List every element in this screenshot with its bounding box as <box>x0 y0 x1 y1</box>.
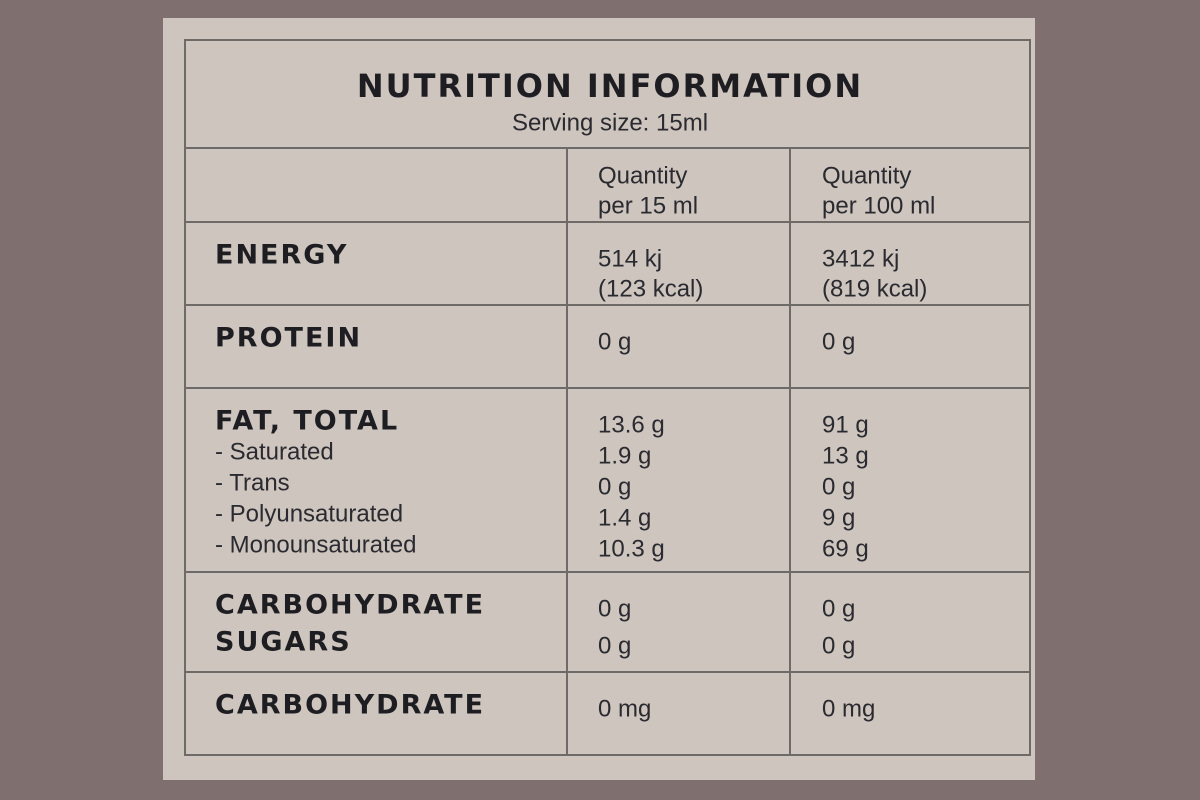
row-subitem: - Polyunsaturated <box>215 500 403 527</box>
column-header: per 15 ml <box>598 192 698 219</box>
cell-value: 0 g <box>822 328 855 355</box>
column-header: Quantity <box>822 162 911 189</box>
cell-value: 0 g <box>598 595 631 622</box>
cell-value: 9 g <box>822 504 855 531</box>
cell-value: 0 g <box>822 473 855 500</box>
cell-value: 13 g <box>822 442 869 469</box>
cell-value: (819 kcal) <box>822 275 927 302</box>
row-heading: ENERGY <box>215 240 348 271</box>
row-subitem: - Saturated <box>215 438 334 465</box>
cell-value: 514 kj <box>598 245 662 272</box>
row-heading: CARBOHYDRATE <box>215 690 485 721</box>
cell-value: 1.4 g <box>598 504 651 531</box>
cell-value: 1.9 g <box>598 442 651 469</box>
cell-value: 10.3 g <box>598 535 665 562</box>
column-header: per 100 ml <box>822 192 935 219</box>
column-header: Quantity <box>598 162 687 189</box>
title: NUTRITION INFORMATION <box>357 67 863 105</box>
cell-value: 3412 kj <box>822 245 899 272</box>
row-heading: FAT, TOTAL <box>215 406 399 437</box>
cell-value: 0 mg <box>598 695 651 722</box>
cell-value: 0 g <box>598 473 631 500</box>
row-subitem: - Monounsaturated <box>215 531 416 558</box>
cell-value: 0 mg <box>822 695 875 722</box>
cell-value: 13.6 g <box>598 411 665 438</box>
cell-value: 0 g <box>598 328 631 355</box>
row-heading: SUGARS <box>215 627 352 658</box>
label-panel <box>163 18 1035 780</box>
cell-value: 91 g <box>822 411 869 438</box>
cell-value: 69 g <box>822 535 869 562</box>
row-heading: CARBOHYDRATE <box>215 590 485 621</box>
cell-value: 0 g <box>598 632 631 659</box>
cell-value: 0 g <box>822 595 855 622</box>
row-subitem: - Trans <box>215 469 290 496</box>
subtitle: Serving size: 15ml <box>512 109 708 136</box>
row-heading: PROTEIN <box>215 323 362 354</box>
cell-value: (123 kcal) <box>598 275 703 302</box>
cell-value: 0 g <box>822 632 855 659</box>
